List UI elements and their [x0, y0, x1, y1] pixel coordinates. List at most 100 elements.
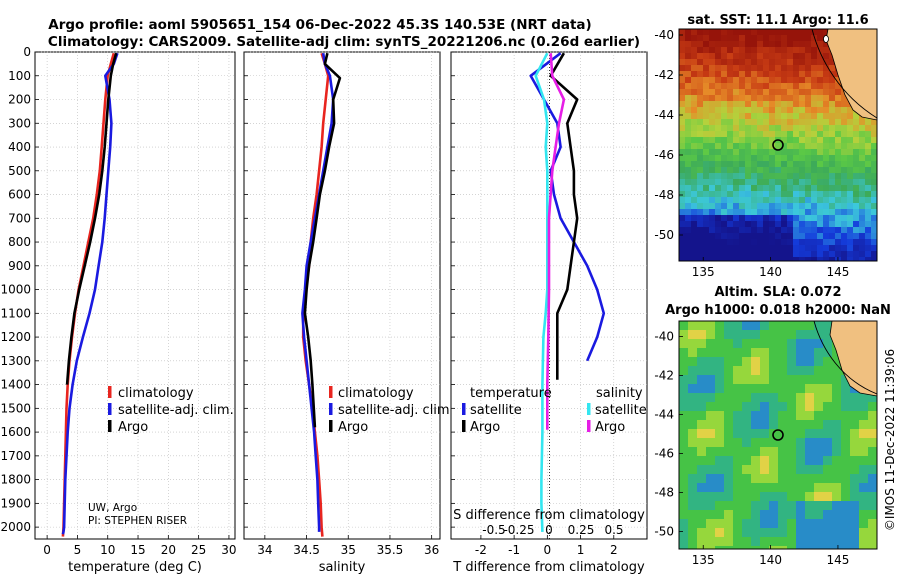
- map-cell: [685, 149, 692, 156]
- map-cell: [721, 59, 728, 66]
- map-cell: [775, 239, 782, 246]
- map-cell: [787, 161, 794, 168]
- map-cell: [805, 65, 812, 72]
- map-cell: [721, 125, 728, 132]
- map-cell: [724, 393, 734, 403]
- map-cell: [799, 83, 806, 90]
- map-cell: [847, 155, 854, 162]
- map-cell: [763, 71, 770, 78]
- map-cell: [745, 239, 752, 246]
- map-cell: [715, 59, 722, 66]
- map-cell: [865, 137, 872, 144]
- map-cell: [763, 53, 770, 60]
- map-cell: [697, 528, 707, 538]
- map-ytick-label: -48: [654, 485, 674, 499]
- map-cell: [733, 173, 740, 180]
- map-cell: [859, 420, 869, 430]
- map-cell: [727, 71, 734, 78]
- map-cell: [835, 107, 842, 114]
- sla-map-land: [813, 321, 877, 397]
- map-cell: [745, 137, 752, 144]
- map-cell: [787, 95, 794, 102]
- map-cell: [679, 47, 686, 54]
- map-cell: [703, 221, 710, 228]
- map-cell: [811, 95, 818, 102]
- map-cell: [727, 41, 734, 48]
- map-cell: [679, 221, 686, 228]
- sla-map-panel: Altim. SLA: 0.072 Argo h1000: 0.018 h200…: [654, 285, 890, 567]
- map-cell: [733, 483, 743, 493]
- map-cell: [781, 59, 788, 66]
- map-cell: [727, 173, 734, 180]
- map-cell: [739, 149, 746, 156]
- map-cell: [679, 59, 686, 66]
- map-cell: [679, 375, 689, 385]
- map-cell: [835, 179, 842, 186]
- map-cell: [847, 179, 854, 186]
- map-cell: [787, 221, 794, 228]
- map-cell: [691, 161, 698, 168]
- map-cell: [853, 227, 860, 234]
- map-cell: [721, 89, 728, 96]
- map-cell: [859, 393, 869, 403]
- map-cell: [769, 257, 776, 261]
- map-cell: [787, 197, 794, 204]
- map-cell: [841, 402, 851, 412]
- map-cell: [799, 89, 806, 96]
- map-cell: [733, 447, 743, 457]
- map-cell: [685, 173, 692, 180]
- map-cell: [817, 257, 824, 261]
- map-cell: [787, 113, 794, 120]
- map-cell: [859, 465, 869, 475]
- map-cell: [709, 173, 716, 180]
- map-cell: [787, 101, 794, 108]
- map-cell: [781, 239, 788, 246]
- map-cell: [841, 179, 848, 186]
- map-cell: [751, 101, 758, 108]
- map-cell: [697, 510, 707, 520]
- map-cell: [733, 321, 743, 331]
- map-cell: [769, 239, 776, 246]
- map-cell: [757, 95, 764, 102]
- map-cell: [715, 438, 725, 448]
- map-cell: [715, 65, 722, 72]
- map-cell: [793, 95, 800, 102]
- map-cell: [715, 143, 722, 150]
- map-cell: [742, 402, 752, 412]
- map-cell: [751, 528, 761, 538]
- map-cell: [850, 465, 860, 475]
- map-cell: [769, 411, 779, 421]
- map-cell: [778, 330, 788, 340]
- map-cell: [811, 131, 818, 138]
- map-cell: [691, 179, 698, 186]
- map-cell: [787, 167, 794, 174]
- map-cell: [727, 221, 734, 228]
- map-cell: [679, 330, 689, 340]
- map-cell: [835, 227, 842, 234]
- map-cell: [697, 245, 704, 252]
- map-cell: [691, 35, 698, 42]
- map-cell: [763, 167, 770, 174]
- ytick-label: 1000: [0, 283, 31, 297]
- map-cell: [775, 215, 782, 222]
- map-cell: [769, 113, 776, 120]
- map-cell: [814, 546, 824, 549]
- map-cell: [805, 456, 815, 466]
- xtick-label: 20: [161, 543, 176, 557]
- map-cell: [829, 251, 836, 258]
- legend-label-t-satellite: satellite: [470, 403, 522, 418]
- map-cell: [703, 41, 710, 48]
- map-cell: [859, 239, 866, 246]
- map-cell: [859, 215, 866, 222]
- map-cell: [775, 233, 782, 240]
- map-cell: [841, 149, 848, 156]
- map-cell: [691, 239, 698, 246]
- map-cell: [733, 161, 740, 168]
- map-cell: [814, 456, 824, 466]
- map-cell: [817, 233, 824, 240]
- map-cell: [721, 221, 728, 228]
- map-cell: [805, 330, 815, 340]
- map-cell: [799, 53, 806, 60]
- map-cell: [850, 447, 860, 457]
- map-cell: [760, 321, 770, 331]
